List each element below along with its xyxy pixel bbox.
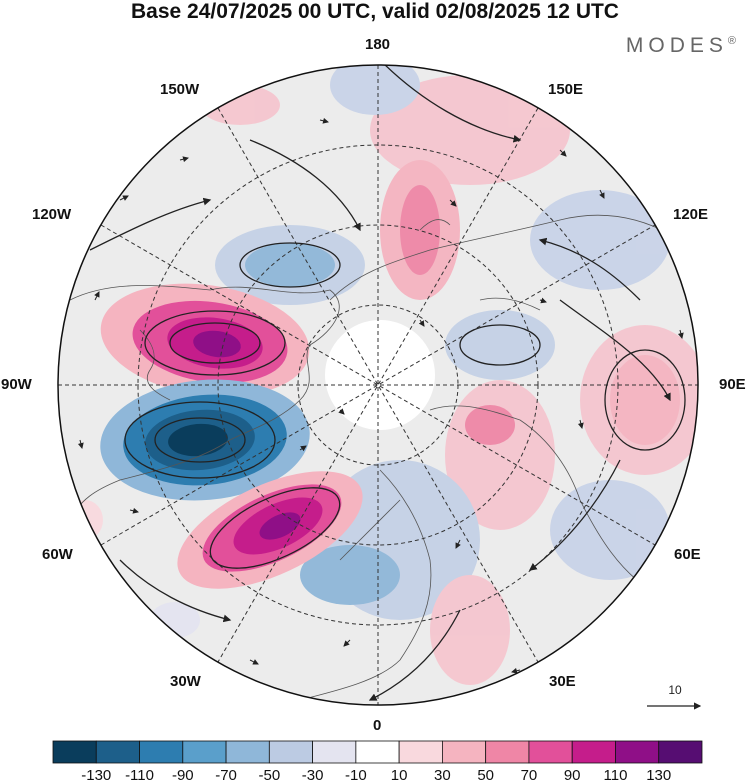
colorbar-tick-label: -90	[172, 767, 194, 783]
lon-label-150w: 150W	[160, 81, 200, 98]
reference-vector-label: 10	[668, 683, 682, 697]
colorbar-tick-label: -50	[258, 767, 280, 783]
colorbar-swatch	[225, 740, 270, 764]
lon-label-0: 0	[373, 717, 382, 734]
colorbar: -130 -110 -90 -70 -50 -30 -10 10 30 50 70 90 110 130	[52, 740, 703, 783]
anomaly-shading	[67, 65, 698, 685]
colorbar-swatch	[528, 740, 573, 764]
colorbar-swatch	[355, 740, 400, 764]
lon-label-90e: 90E	[719, 376, 746, 393]
lon-label-120w: 120W	[32, 206, 72, 223]
lon-label-60e: 60E	[674, 546, 701, 563]
lon-label-30w: 30W	[170, 673, 201, 690]
colorbar-tick-label: -10	[345, 767, 367, 783]
colorbar-swatch	[268, 740, 314, 764]
lon-label-180: 180	[365, 36, 391, 53]
colorbar-tick-label: 50	[477, 767, 494, 783]
lon-label-90w: 90W	[1, 376, 32, 393]
colorbar-tick-label: 130	[646, 767, 671, 783]
colorbar-tick-label: -110	[125, 767, 154, 783]
colorbar-swatch	[485, 740, 530, 764]
lon-label-30e: 30E	[549, 673, 576, 690]
brand-name: MODES	[625, 34, 728, 57]
colorbar-tick-label: -70	[215, 767, 237, 783]
lon-label-60w: 60W	[42, 546, 73, 563]
colorbar-tick-label: 110	[604, 767, 628, 783]
colorbar-swatch	[95, 740, 140, 764]
colorbar-swatch	[139, 740, 184, 764]
lon-label-120e: 120E	[673, 206, 709, 223]
streamlines	[89, 65, 686, 701]
colorbar-swatch	[441, 740, 487, 764]
polar-region	[325, 320, 435, 430]
map-disk	[58, 65, 698, 705]
colorbar-swatch	[52, 740, 97, 764]
lon-label-150e: 150E	[548, 81, 584, 98]
coastlines	[69, 214, 681, 701]
brand-registered-mark: ®	[727, 35, 736, 47]
colorbar-tick-label: 10	[391, 767, 408, 783]
colorbar-swatch	[615, 740, 660, 764]
colorbar-swatch	[398, 740, 443, 764]
colorbar-tick-label: 70	[521, 767, 538, 783]
colorbar-swatch	[658, 740, 703, 764]
map-border	[57, 64, 699, 706]
colorbar-swatch	[182, 740, 227, 764]
colorbar-swatch	[312, 740, 357, 764]
colorbar-swatch	[571, 740, 616, 764]
colorbar-tick-label: -130	[81, 767, 111, 783]
colorbar-tick-label: -30	[302, 767, 324, 783]
brand-logo: MODES®	[626, 34, 736, 58]
graticule	[58, 65, 698, 705]
colorbar-tick-label: 90	[564, 767, 581, 783]
chart-title: Base 24/07/2025 00 UTC, valid 02/08/2025…	[131, 0, 619, 23]
colorbar-tick-label: 30	[434, 767, 451, 783]
anomaly-cores	[100, 283, 363, 589]
